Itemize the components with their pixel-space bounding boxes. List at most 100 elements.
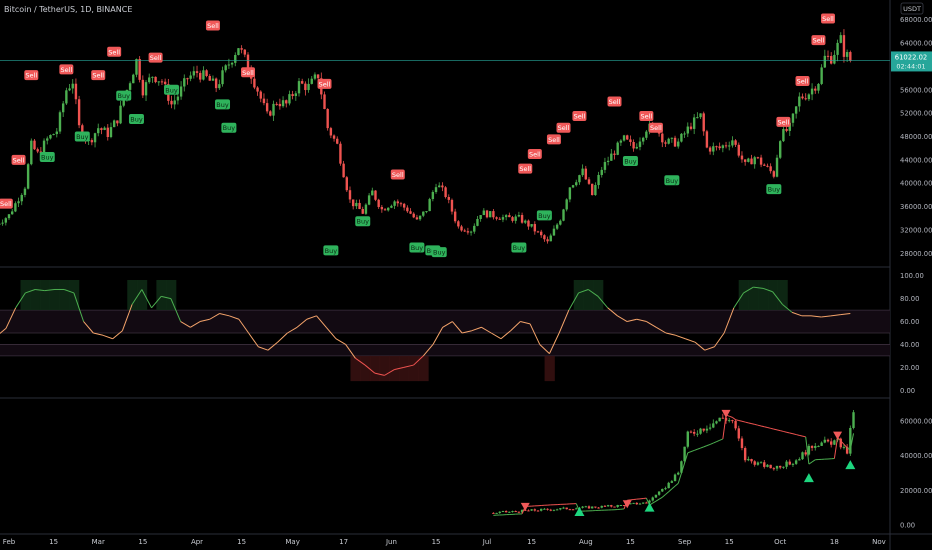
candle-body [218, 84, 221, 89]
bottom-candle-body [702, 428, 705, 431]
trailing-stop-segment [805, 436, 810, 465]
bottom-candle-body [504, 511, 508, 513]
osc-line-segment [209, 313, 220, 320]
trailing-stop-segment [716, 439, 720, 443]
time-axis-label: Jun [385, 538, 397, 546]
candle-body [798, 96, 801, 107]
bottom-candle-body [708, 427, 712, 429]
oversold-zone [350, 355, 361, 382]
bottom-candle-body [820, 442, 823, 446]
trailing-stop-segment [776, 429, 781, 432]
candle-body [514, 216, 517, 221]
sell-label-box [0, 198, 13, 209]
candle-body [441, 185, 444, 188]
buy-label-text: Buy [325, 247, 338, 255]
sell-label-box [639, 111, 654, 122]
time-axis-label: 15 [432, 538, 441, 546]
price-tick-label: 40000.00 [900, 180, 932, 188]
candle-body [17, 201, 20, 204]
bottom-candle-body [664, 488, 667, 490]
buy-label-text: Buy [223, 124, 236, 132]
osc-line-segment [529, 323, 541, 345]
sell-label-text: Sell [778, 118, 790, 126]
buy-signal-label: Buy [215, 99, 231, 110]
candle-body [396, 201, 399, 204]
buy-label-box [766, 184, 782, 195]
candle-body [355, 202, 358, 207]
osc-line-segment [170, 298, 182, 322]
candle-body [460, 226, 463, 231]
sell-label-text: Sell [574, 113, 586, 121]
osc-line-segment [83, 321, 94, 334]
bottom-candle-body [785, 461, 788, 467]
price-tick-label: 44000.00 [900, 156, 932, 164]
osc-line-segment [296, 318, 308, 328]
candle-body [606, 160, 610, 163]
candle-body [128, 83, 132, 90]
sell-label-box [241, 67, 256, 78]
bottom-candle-body [641, 502, 645, 504]
candle-body [791, 113, 795, 123]
bottom-candle-body [520, 509, 524, 513]
candle-body [794, 106, 798, 114]
price-tick-label: 52000.00 [900, 110, 932, 118]
osc-line-segment [121, 304, 133, 331]
bottom-candle-body [661, 488, 664, 492]
candle-body [310, 78, 313, 84]
osc-line-segment [452, 321, 463, 334]
trailing-stop-segment [697, 447, 701, 450]
trailing-stop-segment [843, 443, 848, 449]
candle-body [696, 117, 699, 119]
trailing-stop-segment [789, 432, 794, 435]
candle-body [629, 139, 632, 142]
candle-body [447, 197, 450, 200]
candle-body [234, 54, 237, 63]
osc-line-segment [646, 321, 657, 328]
sell-signal-label: Sell [24, 70, 39, 81]
candle-body [90, 140, 94, 143]
trailing-stop-segment [735, 419, 739, 421]
osc-line-segment [422, 344, 434, 357]
candle-body [227, 64, 231, 66]
candle-body [103, 127, 106, 130]
price-tick-label: 56000.00 [900, 86, 932, 94]
candle-body [712, 146, 715, 152]
candle-body [20, 194, 23, 202]
candle-body [530, 224, 533, 227]
candle-body [422, 211, 425, 216]
trailing-stop-segment [687, 451, 692, 454]
sell-label-box [795, 76, 810, 87]
candle-body [364, 204, 368, 214]
sell-label-text: Sell [822, 15, 834, 23]
osc-line-segment [617, 315, 628, 322]
candle-body [626, 135, 629, 140]
osc-line-segment [481, 326, 492, 334]
osc-line-segment [161, 295, 172, 300]
candle-body [476, 218, 479, 226]
candle-body [524, 220, 527, 223]
candle-body [692, 117, 696, 129]
trailing-stop-segment [668, 488, 673, 493]
oversold-zone [544, 355, 555, 382]
candle-body [775, 157, 779, 177]
bottom-candle-body [737, 428, 740, 439]
time-axis-label: Oct [774, 538, 786, 546]
osc-upper-band [0, 310, 890, 333]
price-tick-label: 68000.00 [900, 16, 932, 24]
candle-body [374, 190, 377, 200]
bottom-candle-body [501, 511, 505, 513]
osc-line-segment [345, 344, 356, 359]
candle-body [367, 195, 371, 205]
candle-body [262, 98, 266, 104]
osc-line-segment [44, 288, 55, 292]
bottom-candle-body [782, 466, 785, 468]
overbought-zone [49, 280, 60, 311]
candle-body [265, 103, 269, 112]
candle-body [641, 137, 645, 142]
candle-body [189, 75, 192, 79]
candle-body [552, 228, 556, 236]
candle-body [584, 168, 588, 180]
candle-body [1, 222, 4, 224]
candle-body [492, 211, 495, 218]
